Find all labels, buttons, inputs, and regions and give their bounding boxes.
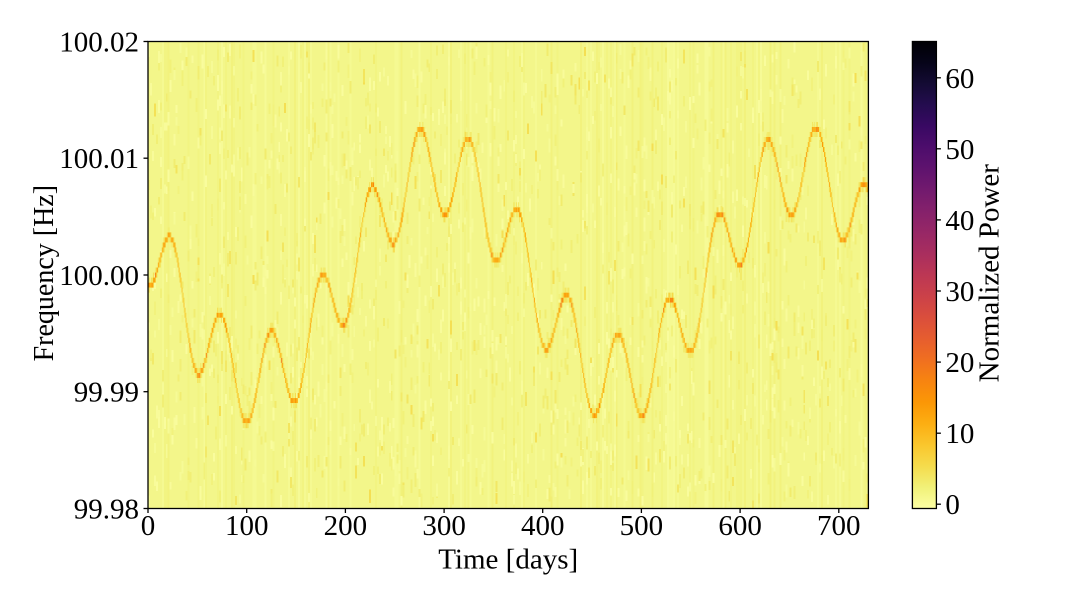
svg-text:400: 400 bbox=[521, 510, 565, 542]
svg-text:20: 20 bbox=[945, 347, 974, 379]
svg-text:0: 0 bbox=[141, 510, 156, 542]
svg-text:Time [days]: Time [days] bbox=[438, 544, 578, 576]
svg-text:60: 60 bbox=[945, 63, 974, 95]
svg-text:99.99: 99.99 bbox=[74, 377, 139, 409]
svg-text:10: 10 bbox=[945, 418, 974, 450]
svg-text:100: 100 bbox=[225, 510, 269, 542]
svg-text:200: 200 bbox=[324, 510, 368, 542]
svg-text:Normalized Power: Normalized Power bbox=[974, 164, 1006, 383]
svg-text:50: 50 bbox=[945, 134, 974, 166]
svg-text:0: 0 bbox=[945, 489, 960, 521]
svg-text:300: 300 bbox=[422, 510, 466, 542]
svg-text:30: 30 bbox=[945, 276, 974, 308]
svg-text:500: 500 bbox=[620, 510, 664, 542]
svg-text:40: 40 bbox=[945, 205, 974, 237]
svg-text:99.98: 99.98 bbox=[74, 494, 139, 526]
svg-text:100.00: 100.00 bbox=[59, 260, 139, 292]
svg-text:Frequency [Hz]: Frequency [Hz] bbox=[29, 185, 60, 361]
svg-text:600: 600 bbox=[718, 510, 762, 542]
svg-text:100.01: 100.01 bbox=[59, 143, 139, 175]
svg-text:100.02: 100.02 bbox=[59, 27, 139, 59]
svg-text:700: 700 bbox=[817, 510, 861, 542]
